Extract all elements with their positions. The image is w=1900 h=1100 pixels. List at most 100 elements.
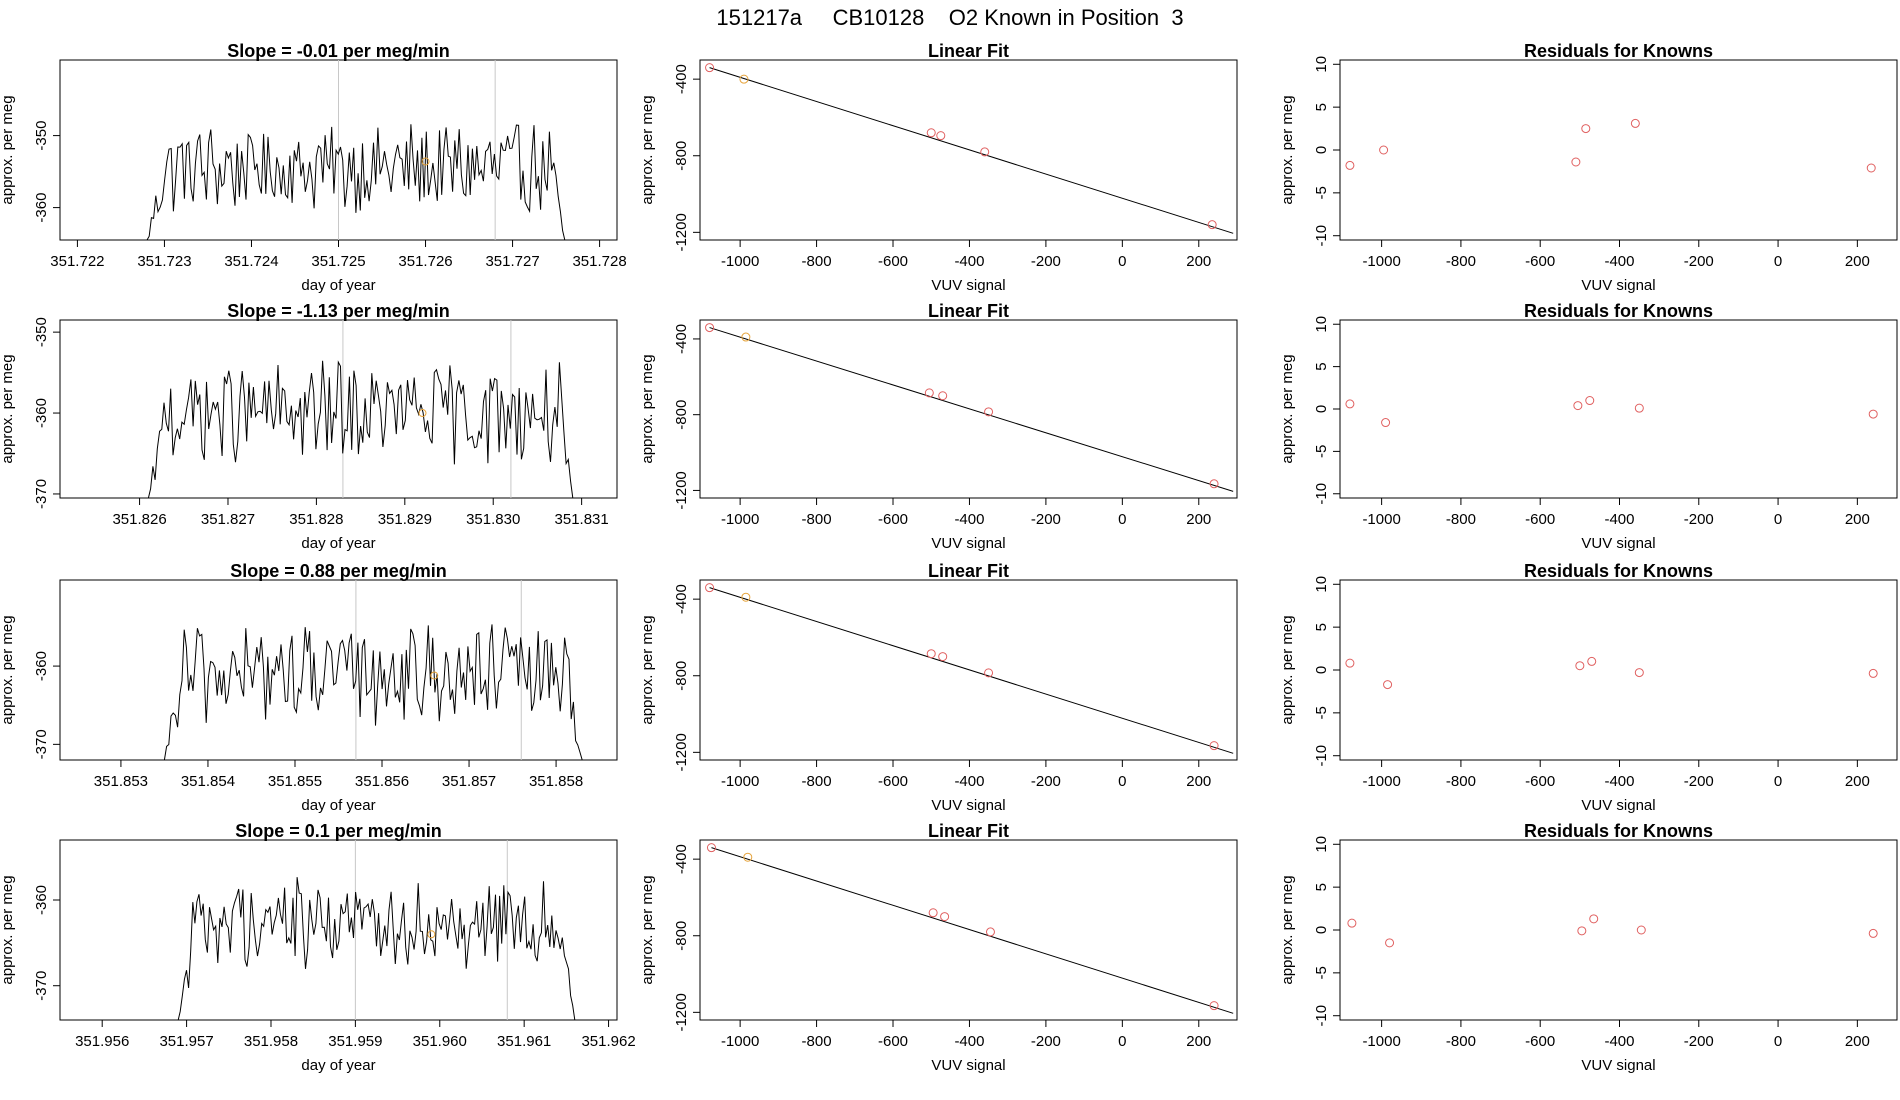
r3c1-y-tick-label: -370: [33, 729, 50, 759]
r3c1-x-tick-label: 351.857: [442, 773, 496, 790]
r2c3-x-tick-label: -400: [1604, 511, 1634, 528]
r2c3-y-tick-label: -5: [1313, 445, 1330, 458]
r3c1-plot-frame: [59, 579, 618, 761]
r1c2-y-tick-label: -800: [673, 141, 690, 171]
r2c3-x-axis-label: VUV signal: [1581, 535, 1655, 552]
r3c1-x-axis-label: day of year: [301, 797, 375, 814]
r2c3-known-point: [1573, 401, 1583, 411]
r2c3-y-axis-label: approx. per meg: [1279, 354, 1296, 463]
r4c3-x-axis-label: VUV signal: [1581, 1057, 1655, 1074]
r4c3-plot-frame: [1339, 839, 1898, 1021]
r2c2-y-tick-label: -1200: [673, 471, 690, 509]
r3c2-known-point: [926, 649, 936, 659]
r4c3-x-tick-label: -1000: [1362, 1033, 1400, 1050]
r1c1-y-tick-label: -350: [33, 121, 50, 151]
r3c3-y-tick-label: 0: [1313, 666, 1330, 674]
r1c2-x-tick-label: -400: [954, 253, 984, 270]
r3c2-x-tick-label: -1000: [721, 773, 759, 790]
r1c3-x-tick-label: -800: [1446, 253, 1476, 270]
r1c2-known-point: [926, 128, 936, 138]
r2c1-x-tick-label: 351.827: [201, 511, 255, 528]
r3c3-known-point: [1345, 658, 1355, 668]
r3c2-y-tick-label: -800: [673, 661, 690, 691]
r4c3-panel-title: Residuals for Knowns: [1524, 821, 1713, 841]
r4c2-known-point: [706, 843, 716, 853]
r3c3-y-tick-label: 10: [1313, 576, 1330, 593]
r3c3-known-point: [1383, 680, 1393, 690]
r1c1-x-tick-label: 351.724: [224, 253, 278, 270]
r3c1-x-tick-label: 351.858: [529, 773, 583, 790]
r3c3-known-point: [1868, 668, 1878, 678]
r1c1-signal-trace: [146, 124, 566, 241]
r4c1-x-axis-label: day of year: [301, 1057, 375, 1074]
r2c2-known-point: [984, 407, 994, 417]
r4c2-known-point: [985, 927, 995, 937]
r2c2-y-tick-label: -800: [673, 400, 690, 430]
r4c2-x-tick-label: -1000: [721, 1033, 759, 1050]
r2c2-x-tick-label: -600: [878, 511, 908, 528]
r4c1-x-tick-label: 351.959: [328, 1033, 382, 1050]
r1c1-x-tick-label: 351.723: [137, 253, 191, 270]
r2c1-x-tick-label: 351.826: [112, 511, 166, 528]
r4c3-x-tick-label: -200: [1684, 1033, 1714, 1050]
r4c2-plot-frame: [699, 839, 1238, 1021]
r3c1-y-axis-label: approx. per meg: [0, 615, 16, 724]
r3c2-x-tick-label: 0: [1118, 773, 1126, 790]
r3c1-x-tick-label: 351.855: [268, 773, 322, 790]
r2c2-plot-frame: [699, 319, 1238, 499]
r3c2-panel-title: Linear Fit: [928, 561, 1009, 581]
r4c3-known-point: [1589, 914, 1599, 924]
r1c1-x-tick-label: 351.722: [50, 253, 104, 270]
r2c3-known-point: [1585, 396, 1595, 406]
r4c3-known-point: [1577, 926, 1587, 936]
r4c1-panel-title: Slope = 0.1 per meg/min: [235, 821, 442, 841]
r1c2-x-tick-label: -800: [802, 253, 832, 270]
r2c1-panel-title: Slope = -1.13 per meg/min: [227, 301, 450, 321]
r3c2-known-point: [1209, 741, 1219, 751]
r4c2-x-tick-label: 0: [1118, 1033, 1126, 1050]
r3c1-x-tick-label: 351.853: [94, 773, 148, 790]
r1c2-x-tick-label: 0: [1118, 253, 1126, 270]
r1c3-known-point: [1345, 160, 1355, 170]
r1c2-known-point: [980, 147, 990, 157]
r3c3-x-tick-label: 0: [1774, 773, 1782, 790]
r3c3-plot-frame: [1339, 579, 1898, 761]
r2c1-y-tick-label: -370: [33, 479, 50, 509]
r3c2-x-tick-label: -200: [1031, 773, 1061, 790]
r4c2-known-point: [1209, 1001, 1219, 1011]
r2c3-known-point: [1634, 403, 1644, 413]
r4c1-plot-frame: [59, 839, 618, 1021]
r4c1-signal-trace: [177, 877, 576, 1021]
r1c1-x-tick-label: 351.728: [572, 253, 626, 270]
r1c3-x-axis-label: VUV signal: [1581, 277, 1655, 294]
r1c2-x-tick-label: 200: [1186, 253, 1211, 270]
r2c3-plot-frame: [1339, 319, 1898, 499]
r4c2-x-tick-label: -200: [1031, 1033, 1061, 1050]
r4c2-panel-title: Linear Fit: [928, 821, 1009, 841]
r2c2-x-tick-label: 0: [1118, 511, 1126, 528]
r2c1-sample-point: [418, 409, 427, 418]
r2c2-y-tick-label: -400: [673, 324, 690, 354]
r4c1-y-axis-label: approx. per meg: [0, 875, 16, 984]
r2c3-x-tick-label: -200: [1684, 511, 1714, 528]
r2c1-y-tick-label: -350: [33, 317, 50, 347]
r3c3-y-tick-label: 5: [1313, 623, 1330, 631]
r2c3-x-tick-label: 200: [1845, 511, 1870, 528]
r1c3-known-point: [1379, 145, 1389, 155]
r2c2-known-point: [938, 391, 948, 401]
r4c3-known-point: [1868, 928, 1878, 938]
r2c1-x-tick-label: 351.830: [466, 511, 520, 528]
r3c1-x-tick-label: 351.854: [181, 773, 235, 790]
r3c3-panel-title: Residuals for Knowns: [1524, 561, 1713, 581]
r1c3-y-tick-label: -5: [1313, 186, 1330, 199]
r4c2-y-tick-label: -800: [673, 921, 690, 951]
r3c1-panel-title: Slope = 0.88 per meg/min: [230, 561, 447, 581]
r2c3-known-point: [1381, 418, 1391, 428]
r1c3-x-tick-label: -400: [1604, 253, 1634, 270]
r4c1-y-tick-label: -360: [33, 885, 50, 915]
r3c2-x-axis-label: VUV signal: [931, 797, 1005, 814]
r2c3-x-tick-label: -800: [1446, 511, 1476, 528]
r2c2-fit-line: [709, 327, 1234, 492]
r1c2-x-axis-label: VUV signal: [931, 277, 1005, 294]
